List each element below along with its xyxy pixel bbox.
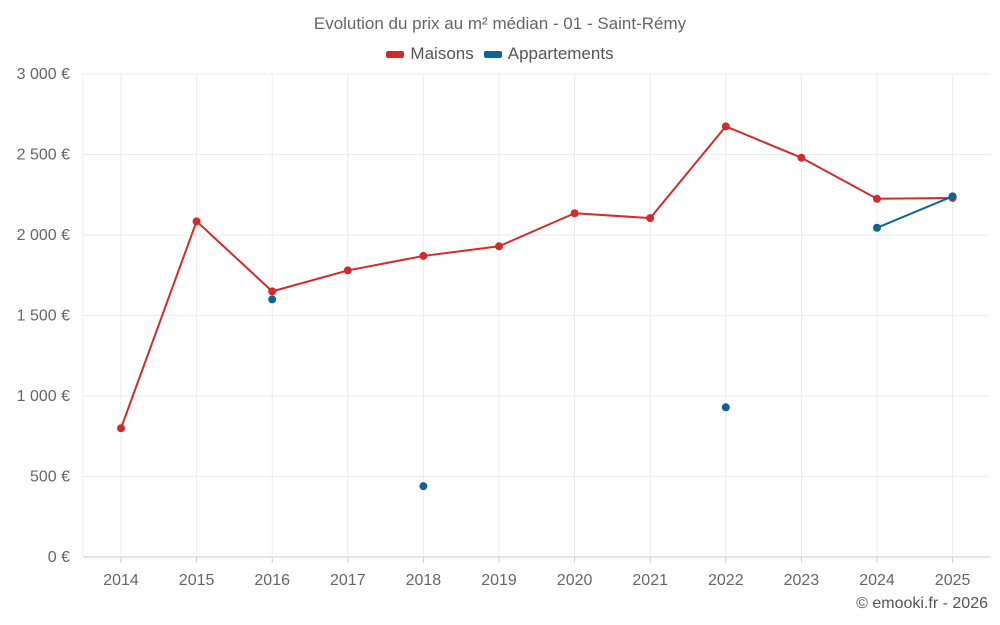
series-line-maisons: [120, 220, 198, 430]
y-tick-label: 1 500 €: [17, 308, 70, 325]
series-line-appartements: [876, 195, 954, 229]
data-point-maisons-2022: [721, 122, 730, 131]
legend-item-appartements[interactable]: Appartements: [483, 44, 614, 64]
data-point-appartements-2024: [873, 223, 881, 232]
data-point-maisons-2020: [570, 209, 579, 218]
series-line-maisons: [271, 269, 349, 293]
series-line-maisons: [346, 254, 425, 272]
x-tick-label: 2024: [859, 572, 895, 589]
x-tick-label: 2016: [254, 572, 290, 589]
x-tick-label: 2014: [103, 572, 139, 589]
data-point-maisons-2016: [268, 287, 277, 296]
legend-swatch-maisons: [386, 50, 405, 58]
y-tick-label: 500 €: [30, 469, 70, 486]
legend-item-maisons[interactable]: Maisons: [386, 44, 474, 64]
data-point-maisons-2021: [646, 214, 655, 223]
y-tick-label: 3 000 €: [17, 66, 70, 83]
x-tick-label: 2015: [179, 572, 215, 589]
data-point-appartements-2025: [948, 192, 957, 201]
chart-title: Evolution du prix au m² médian - 01 - Sa…: [313, 14, 687, 33]
series-line-maisons: [422, 245, 500, 257]
x-tick-label: 2021: [632, 572, 668, 589]
series-line-maisons: [800, 156, 878, 200]
legend-swatch-appartements: [483, 50, 502, 58]
legend-label-maisons: Maisons: [410, 44, 474, 63]
series-line-maisons: [195, 220, 274, 293]
data-point-maisons-2018: [419, 251, 428, 260]
series-line-maisons: [876, 196, 954, 200]
y-tick-label: 0 €: [48, 549, 70, 566]
data-point-maisons-2019: [495, 242, 503, 251]
y-tick-label: 2 500 €: [17, 147, 70, 164]
x-tick-label: 2018: [406, 572, 442, 589]
x-tick-label: 2025: [935, 572, 971, 589]
series-line-maisons: [573, 212, 652, 220]
data-point-maisons-2023: [797, 153, 806, 162]
data-point-appartements-2022: [721, 403, 730, 412]
x-tick-label: 2023: [784, 572, 820, 589]
legend-label-appartements: Appartements: [507, 44, 614, 63]
legend: Maisons Appartements: [0, 44, 1000, 64]
data-point-appartements-2018: [419, 482, 428, 491]
credit: © emooki.fr - 2026: [856, 595, 988, 612]
y-tick-label: 1 000 €: [17, 388, 70, 405]
x-tick-label: 2017: [330, 572, 366, 589]
data-point-maisons-2015: [192, 217, 201, 226]
data-point-maisons-2017: [343, 266, 352, 275]
y-tick-label: 2 000 €: [17, 227, 70, 244]
data-point-maisons-2024: [873, 194, 881, 203]
data-point-maisons-2014: [117, 424, 125, 433]
series-line-maisons: [649, 125, 727, 220]
x-tick-label: 2019: [481, 572, 517, 589]
data-point-appartements-2016: [268, 295, 277, 304]
series-line-maisons: [498, 212, 576, 248]
series-line-maisons: [724, 125, 803, 159]
x-tick-label: 2022: [708, 572, 744, 589]
x-tick-label: 2020: [557, 572, 593, 589]
